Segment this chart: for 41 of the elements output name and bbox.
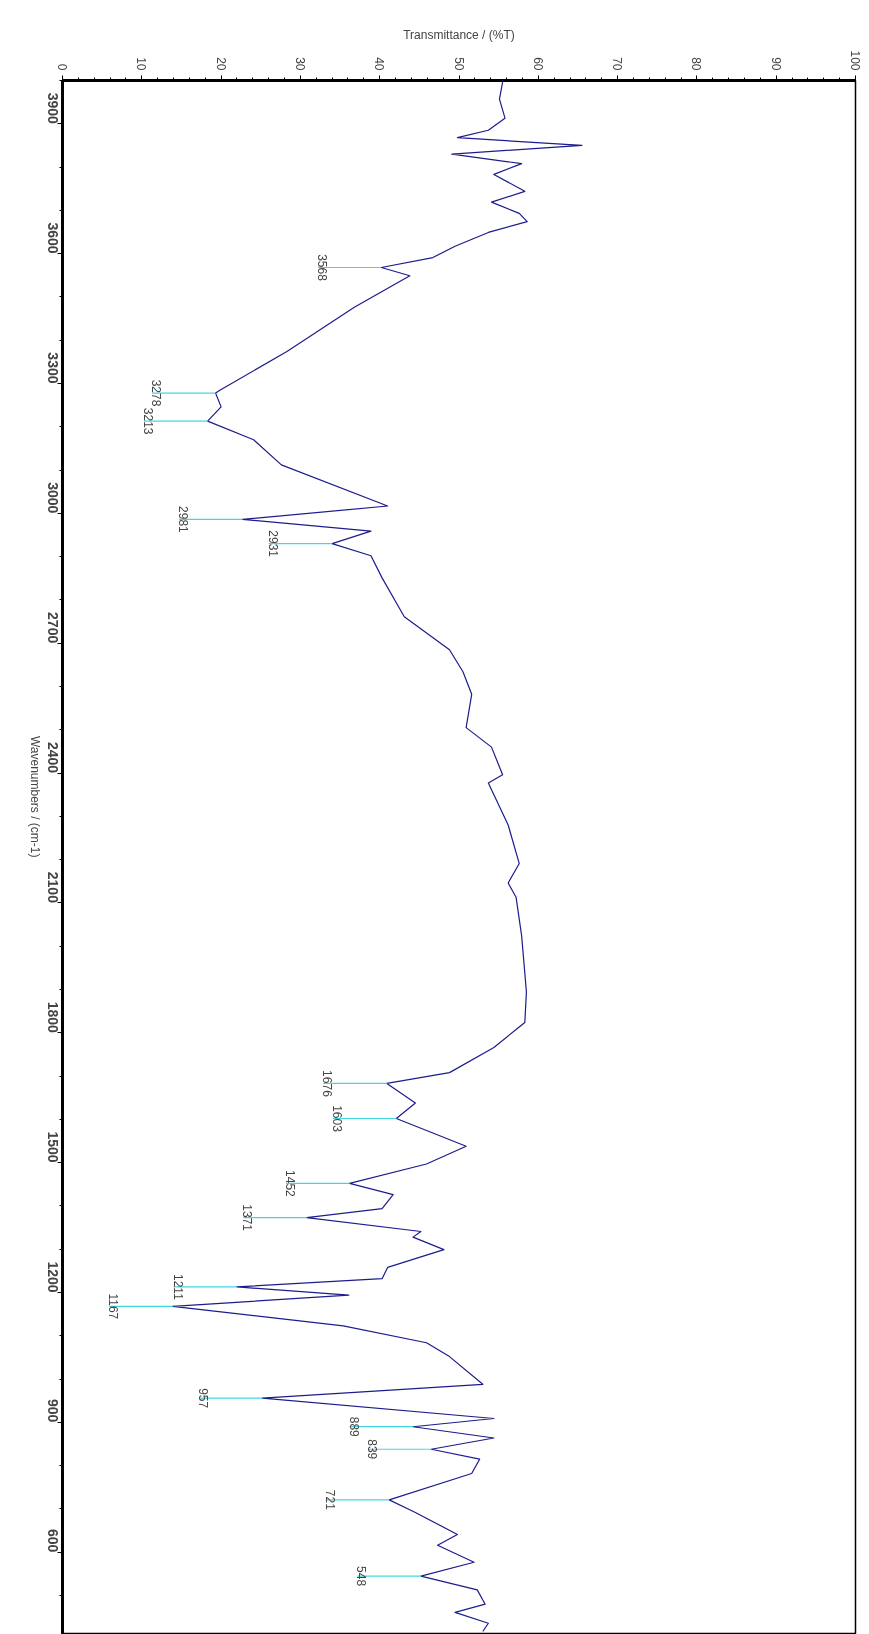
x-tick-label: 70	[610, 57, 625, 71]
x-tick-label: 50	[451, 57, 466, 71]
annotation: 3278	[149, 379, 164, 407]
y-tick-label: 3900	[44, 92, 61, 124]
y-tick-label: 1200	[44, 1261, 61, 1293]
y-tick-label: 600	[44, 1528, 61, 1553]
x-tick-label: 10	[134, 57, 149, 71]
annotation: 1371	[240, 1204, 255, 1232]
x-tick-label: 60	[530, 57, 545, 71]
annotation: 1676	[320, 1070, 335, 1098]
y-tick-label: 1500	[44, 1131, 61, 1163]
annotation: 889	[346, 1416, 361, 1438]
y-tick-label: 900	[44, 1399, 61, 1423]
annotation: 3568	[314, 254, 329, 282]
annotation: 839	[364, 1439, 379, 1460]
y-tick-label: 1800	[44, 1001, 61, 1034]
y-tick-label: 2100	[44, 871, 61, 904]
annotation: 2931	[265, 530, 280, 558]
x-tick-label: 40	[372, 57, 387, 71]
annotation: 1211	[170, 1274, 185, 1301]
annotation: 1167	[106, 1293, 121, 1320]
annotation: 3213	[141, 407, 156, 435]
annotation: 721	[322, 1489, 337, 1511]
annotation: 2981	[176, 506, 191, 534]
y-tick-label: 3600	[44, 222, 61, 254]
x-tick-label: 100	[848, 50, 862, 71]
x-axis-title: Transmittance / (%T)	[403, 28, 515, 43]
y-tick-label: 3300	[44, 352, 61, 384]
y-tick-label: 2400	[44, 741, 61, 774]
y-tick-label: 2700	[44, 612, 61, 644]
y-axis-title: Wavenumbers / (cm-1)	[27, 735, 42, 858]
annotation: 1603	[329, 1105, 344, 1133]
x-tick-label: 0	[55, 63, 69, 71]
annotation: 957	[195, 1388, 210, 1409]
x-tick-label: 80	[689, 57, 704, 71]
x-tick-label: 90	[768, 57, 783, 71]
annotation: 548	[354, 1566, 369, 1587]
y-tick-label: 3000	[44, 482, 61, 514]
annotation: 1452	[283, 1170, 298, 1198]
x-tick-label: 30	[292, 57, 307, 71]
x-tick-label: 20	[213, 57, 228, 71]
